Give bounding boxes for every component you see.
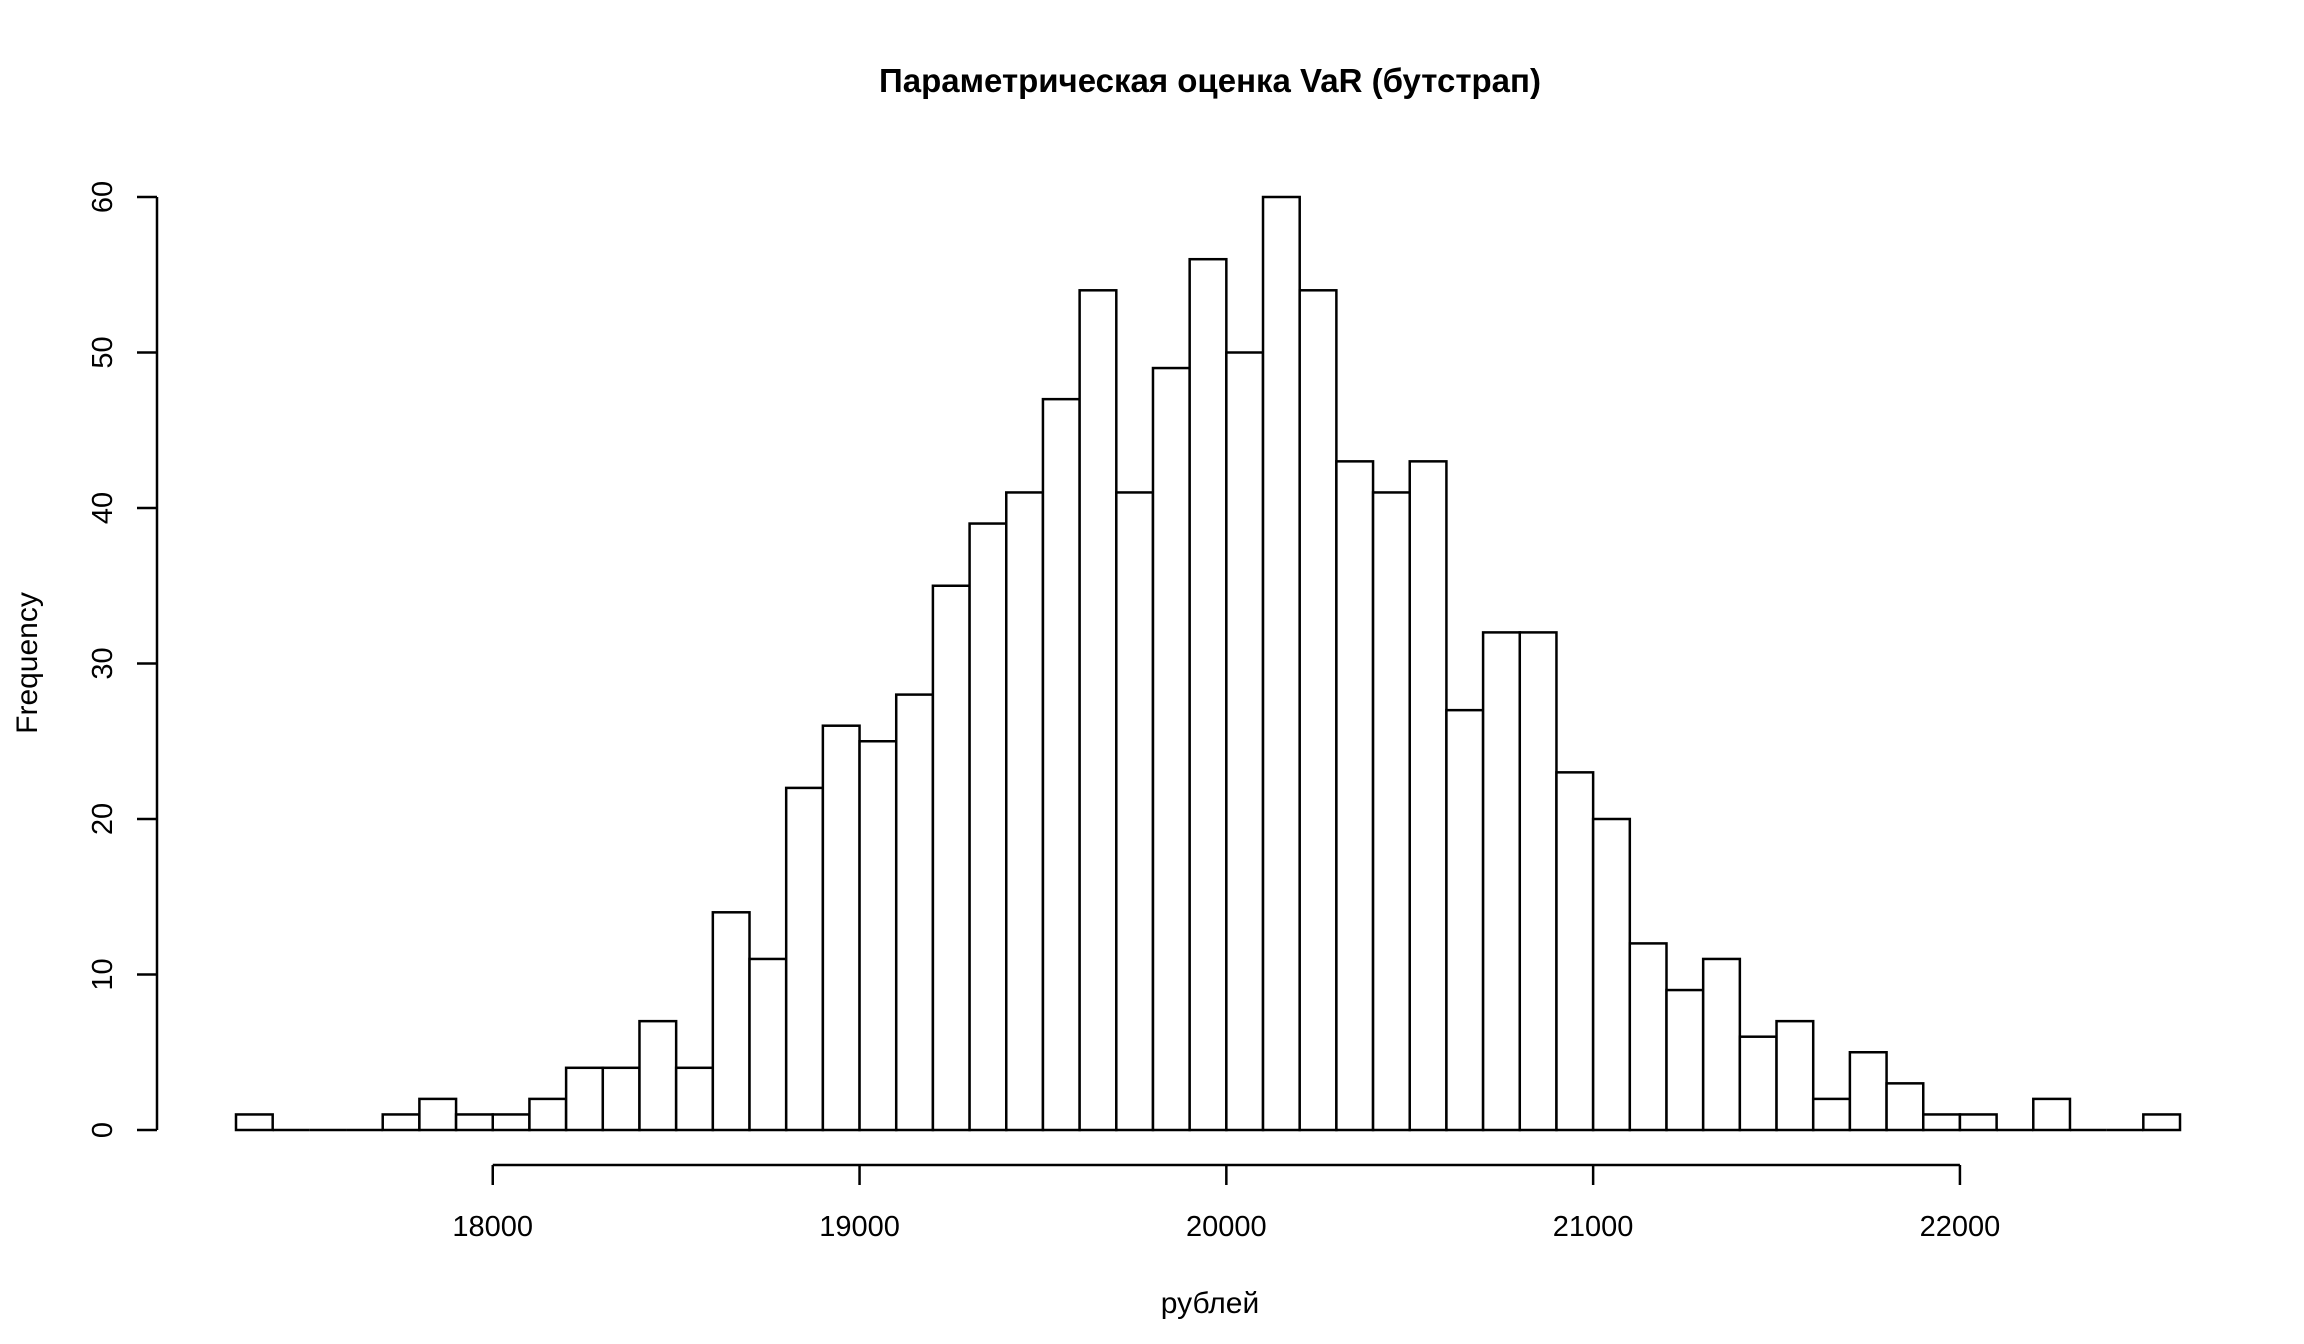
histogram-bar (1848, 1051, 1888, 1132)
x-axis-label: рублей (1161, 1287, 1259, 1320)
histogram-bar (1151, 366, 1191, 1132)
y-tick-label: 20 (87, 803, 119, 835)
x-tick-label: 21000 (1553, 1211, 1634, 1243)
histogram-bar (1188, 257, 1228, 1132)
histogram-bar (1041, 397, 1081, 1132)
histogram-bar (1445, 708, 1485, 1132)
histogram-bar (2142, 1113, 2182, 1132)
histogram-bars (234, 195, 2182, 1132)
histogram-bar (1958, 1113, 1998, 1132)
histogram-bar (1225, 351, 1265, 1132)
histogram-bar (821, 724, 861, 1132)
histogram-bar (1261, 195, 1301, 1132)
histogram-bar (638, 1019, 678, 1132)
histogram-bar (1628, 942, 1668, 1132)
y-tick-label: 10 (87, 958, 119, 990)
chart-title: Параметрическая оценка VaR (бутстрап) (879, 62, 1541, 99)
histogram-bar (601, 1066, 641, 1132)
histogram-bar (1738, 1035, 1778, 1132)
x-tick-label: 19000 (819, 1211, 900, 1243)
histogram-bar (454, 1113, 495, 1132)
histogram-bar (711, 911, 751, 1132)
histogram-bar (1665, 988, 1705, 1132)
histogram-bar (1701, 957, 1742, 1132)
histogram-bar (1371, 491, 1411, 1132)
histogram-bar (418, 1097, 458, 1132)
y-tick-label: 50 (87, 336, 119, 368)
histogram-bar (1078, 289, 1118, 1132)
histogram-bar (1775, 1019, 1815, 1132)
histogram-bar (491, 1113, 531, 1132)
x-tick-label: 20000 (1186, 1211, 1267, 1243)
y-axis: 0 10 20 30 40 50 60 (87, 181, 159, 1138)
histogram-bar (1885, 1082, 1925, 1132)
y-tick-label: 30 (87, 647, 119, 679)
y-tick-label: 40 (87, 492, 119, 524)
histogram-bar (564, 1066, 605, 1132)
histogram-bar (1811, 1097, 1852, 1132)
histogram-bar (234, 1113, 274, 1132)
histogram-bar (1335, 460, 1375, 1132)
histogram-bar (381, 1113, 421, 1132)
histogram-bar (2032, 1097, 2072, 1132)
histogram-bar (1005, 491, 1045, 1132)
x-tick-label: 18000 (452, 1211, 533, 1243)
histogram-bar (931, 584, 971, 1132)
histogram-bar (674, 1066, 715, 1132)
histogram-bar (1115, 491, 1155, 1132)
histogram-bar (1591, 817, 1632, 1132)
y-tick-label: 60 (87, 181, 119, 213)
histogram-bar (1518, 631, 1558, 1132)
x-tick-label: 22000 (1920, 1211, 2001, 1243)
histogram-bar (894, 693, 935, 1132)
histogram-bar (1298, 289, 1338, 1132)
histogram-bar (1481, 631, 1522, 1132)
histogram-bar (528, 1097, 568, 1132)
histogram-bar (968, 522, 1008, 1132)
histogram-bar (1921, 1113, 1962, 1132)
histogram-bar (748, 957, 788, 1132)
histogram-bar (1555, 771, 1595, 1132)
histogram-bar (858, 740, 898, 1132)
x-axis: 18000 19000 20000 21000 22000 (452, 1163, 2001, 1243)
y-tick-label: 0 (87, 1122, 119, 1138)
histogram-bar (1408, 460, 1448, 1132)
histogram-bar (784, 786, 825, 1132)
y-axis-label: Frequency (11, 592, 44, 734)
